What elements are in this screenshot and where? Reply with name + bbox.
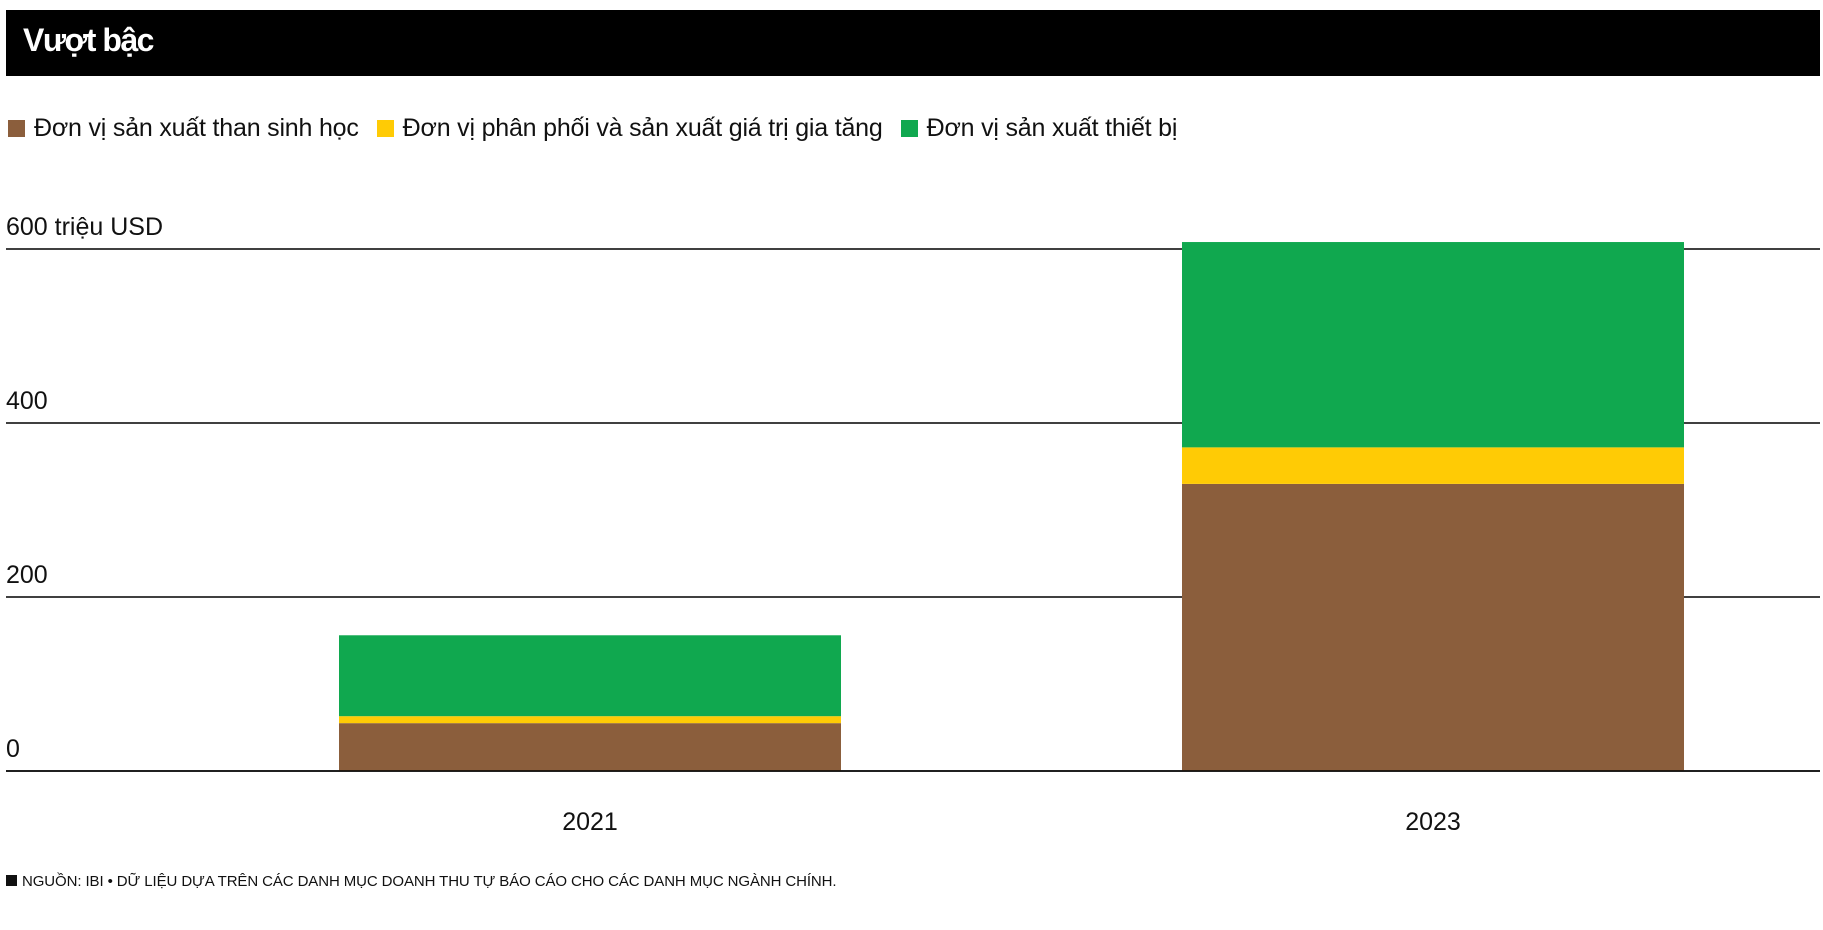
legend-swatch-biochar (8, 119, 25, 137)
legend-item-distribution: Đơn vị phân phối và sản xuất giá trị gia… (376, 113, 883, 142)
source-note: NGUỒN: IBI • DỮ LIỆU DỰA TRÊN CÁC DANH M… (6, 873, 837, 890)
chart-title: Vượt bậc (23, 22, 154, 58)
bar-2021-equipment (339, 635, 841, 717)
bar-2021-distribution (339, 716, 841, 724)
source-square-icon (6, 875, 17, 886)
legend-label-equipment: Đơn vị sản xuất thiết bị (926, 113, 1178, 142)
bar-layer (339, 242, 1684, 771)
legend-item-biochar: Đơn vị sản xuất than sinh học (8, 113, 359, 142)
y-tick-label-2: 400 (6, 387, 48, 415)
legend-item-equipment: Đơn vị sản xuất thiết bị (900, 113, 1178, 142)
source-text: NGUỒN: IBI • DỮ LIỆU DỰA TRÊN CÁC DANH M… (22, 873, 837, 890)
bar-2023-biochar (1182, 483, 1684, 771)
x-tick-label-2023: 2023 (1405, 808, 1461, 836)
legend-label-distribution: Đơn vị phân phối và sản xuất giá trị gia… (402, 113, 883, 142)
y-tick-label-0: 0 (6, 735, 20, 763)
legend-label-biochar: Đơn vị sản xuất than sinh học (34, 113, 359, 142)
title-bar: Vượt bậc (6, 10, 1820, 76)
bar-2021-biochar (339, 723, 841, 771)
y-tick-label-1: 200 (6, 561, 48, 589)
label-layer: 0 200 400 600 triệu USD 2021 2023 (6, 213, 1820, 836)
legend-swatch-distribution (376, 119, 394, 137)
y-tick-label-3: 600 triệu USD (6, 213, 163, 241)
legend-swatch-equipment (900, 119, 918, 137)
x-tick-label-2021: 2021 (562, 808, 618, 836)
bar-2023-distribution (1182, 447, 1684, 484)
legend: Đơn vị sản xuất than sinh học Đơn vị phâ… (8, 113, 1195, 143)
bar-2023-equipment (1182, 242, 1684, 448)
